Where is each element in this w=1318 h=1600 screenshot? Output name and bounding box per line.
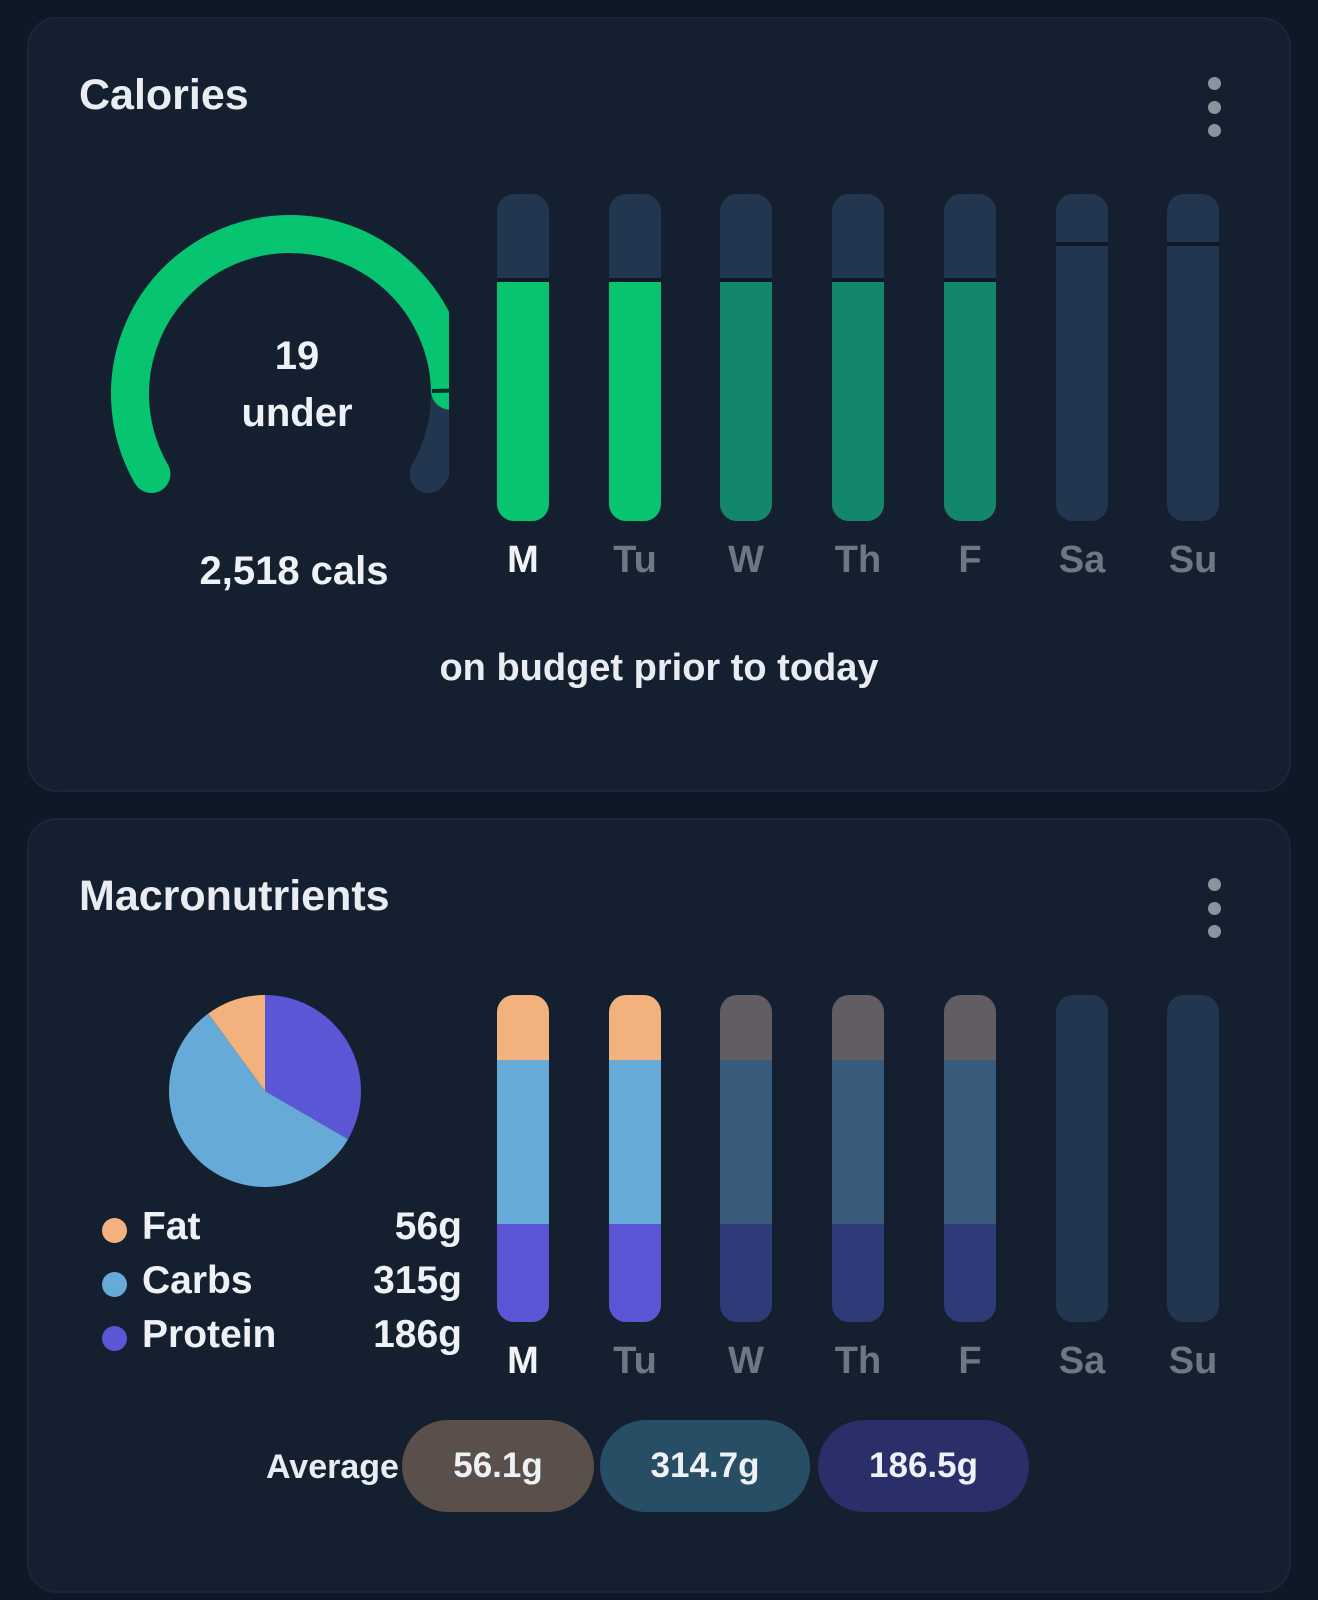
calorie-bar-fill [497,282,549,521]
macro-bar-segment-fat [720,995,772,1061]
day-label-tu: Tu [613,539,657,581]
legend-label: Carbs [142,1259,253,1302]
calorie-bar-f[interactable] [944,194,996,521]
day-label-sa: Sa [1058,539,1106,581]
calorie-bar-fill [609,282,661,521]
macro-pie-chart [169,995,361,1187]
macro-bar-th[interactable] [832,995,884,1322]
macro-bar-segment-fat [832,995,884,1061]
day-label-th: Th [834,539,882,581]
legend-label: Fat [142,1205,201,1248]
macro-bar-segment-protein [720,1223,772,1322]
calorie-target-line [609,278,661,283]
carbs-color-dot [102,1272,127,1297]
calories-card: Calories 19 under 2,518 cals M Tu W Th F Sa Su… [27,17,1291,792]
day-label-su: Su [1168,1340,1218,1382]
calories-more-options-icon[interactable] [1199,77,1229,137]
calorie-target-line [1167,242,1219,247]
macro-bar-segment-fat [609,995,661,1061]
gauge-remaining-value: 19 [274,334,320,378]
day-label-w: W [728,539,764,581]
day-label-f: F [958,539,982,581]
calorie-target-line [944,278,996,283]
calorie-bar-fill [720,282,772,521]
macro-bar-segment-protein [944,1223,996,1322]
macro-bar-segment-carbs [609,1060,661,1224]
calorie-gauge [111,215,449,493]
macro-bar-segment-fat [944,995,996,1061]
macro-bar-w[interactable] [720,995,772,1322]
calorie-bar-tu[interactable] [609,194,661,521]
calorie-target-line [832,278,884,283]
average-fat-pill: 56.1g [402,1420,594,1512]
pie-slice-protein [265,995,361,1140]
calories-title: Calories [79,71,249,119]
macro-bar-segment-carbs [497,1060,549,1224]
day-label-sa: Sa [1058,1340,1106,1382]
macro-bar-segment-carbs [720,1060,772,1224]
calorie-bar-fill [944,282,996,521]
calorie-target-line [1056,242,1108,247]
legend-item-fat: Fat 56g [102,1205,462,1259]
macro-bar-tu[interactable] [609,995,661,1322]
gauge-target-marker [431,388,449,394]
macronutrients-title: Macronutrients [79,872,390,920]
day-label-w: W [728,1340,764,1382]
calorie-bar-sa[interactable] [1056,194,1108,521]
gauge-fill [111,215,449,493]
protein-color-dot [102,1326,127,1351]
calorie-bar-w[interactable] [720,194,772,521]
calorie-bar-m[interactable] [497,194,549,521]
calorie-bar-fill [832,282,884,521]
budget-status-text: on budget prior to today [439,647,879,689]
legend-value: 315g [373,1259,462,1302]
legend-item-carbs: Carbs 315g [102,1259,462,1313]
macro-bar-f[interactable] [944,995,996,1322]
fat-color-dot [102,1218,127,1243]
macronutrients-card: Macronutrients Fat 56g Carbs 315g Protei… [27,818,1291,1593]
macro-bar-segment-protein [497,1223,549,1322]
calorie-bar-th[interactable] [832,194,884,521]
macro-bar-segment-protein [609,1223,661,1322]
pie-slice-fat [208,995,265,1091]
macro-bar-m[interactable] [497,995,549,1322]
day-label-m: M [507,1340,539,1382]
average-label: Average [266,1448,399,1486]
day-label-su: Su [1168,539,1218,581]
macro-bar-segment-carbs [944,1060,996,1224]
macro-bar-segment-carbs [832,1060,884,1224]
legend-value: 186g [373,1313,462,1356]
legend-item-protein: Protein 186g [102,1313,462,1367]
gauge-status-label: under [241,391,353,435]
calorie-target-line [497,278,549,283]
macro-legend: Fat 56g Carbs 315g Protein 186g [102,1205,462,1367]
legend-value: 56g [394,1205,462,1248]
calories-total: 2,518 cals [199,549,389,593]
day-label-th: Th [834,1340,882,1382]
macronutrients-more-options-icon[interactable] [1199,878,1229,938]
calorie-bar-su[interactable] [1167,194,1219,521]
macro-bar-su[interactable] [1167,995,1219,1322]
macro-bar-sa[interactable] [1056,995,1108,1322]
average-carbs-pill: 314.7g [600,1420,810,1512]
pie-slice-carbs [169,1013,348,1187]
day-label-tu: Tu [613,1340,657,1382]
macro-bar-segment-protein [832,1223,884,1322]
day-label-m: M [507,539,539,581]
calorie-target-line [720,278,772,283]
macro-bar-segment-fat [497,995,549,1061]
day-label-f: F [958,1340,982,1382]
legend-label: Protein [142,1313,277,1356]
average-protein-pill: 186.5g [818,1420,1029,1512]
